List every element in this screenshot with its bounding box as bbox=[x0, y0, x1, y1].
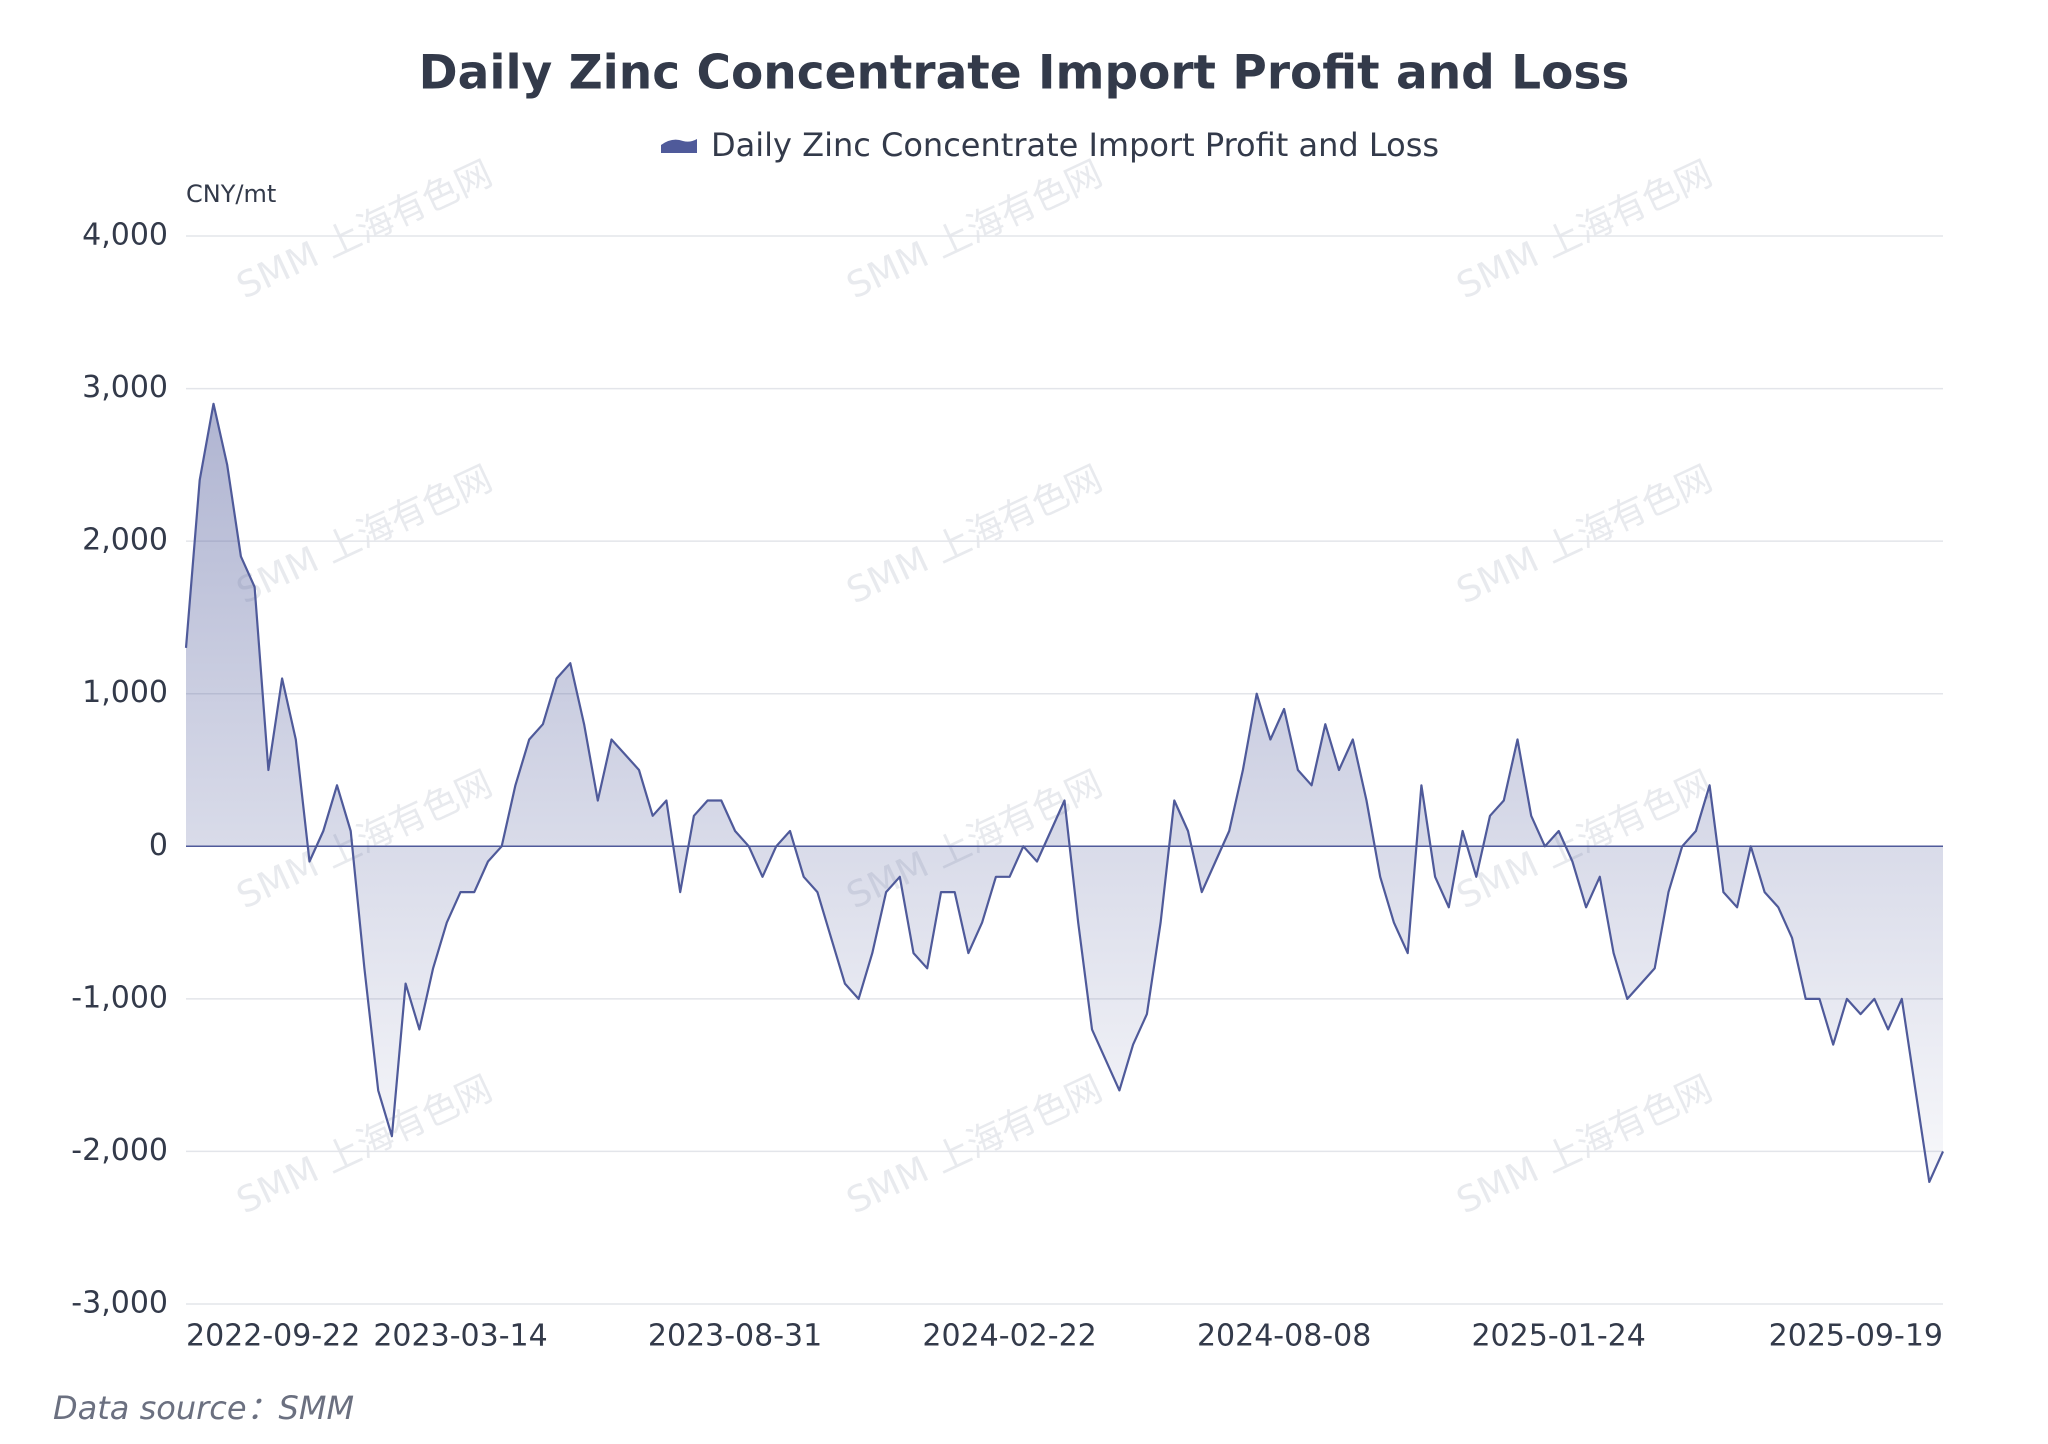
y-tick-label: 4,000 bbox=[82, 218, 168, 253]
data-source: Data source：SMM bbox=[53, 1389, 354, 1427]
x-tick-label: 2024-08-08 bbox=[1197, 1319, 1371, 1354]
watermark: SMM 上海有色网 bbox=[231, 1068, 499, 1222]
watermark: SMM 上海有色网 bbox=[841, 153, 1109, 307]
watermark: SMM 上海有色网 bbox=[841, 1068, 1109, 1222]
y-tick-label: -2,000 bbox=[71, 1133, 168, 1168]
y-tick-label: -3,000 bbox=[71, 1286, 168, 1321]
x-tick-label: 2024-02-22 bbox=[922, 1319, 1096, 1354]
watermark: SMM 上海有色网 bbox=[231, 458, 499, 612]
legend-icon bbox=[661, 139, 697, 153]
watermark: SMM 上海有色网 bbox=[1451, 1068, 1719, 1222]
watermarks: SMM 上海有色网 SMM 上海有色网 SMM 上海有色网 SMM 上海有色网 SMM … bbox=[231, 153, 1719, 1222]
y-tick-label: -1,000 bbox=[71, 980, 168, 1015]
line bbox=[184, 402, 1945, 1183]
watermark: SMM 上海有色网 bbox=[1451, 458, 1719, 612]
watermark: SMM 上海有色网 bbox=[841, 458, 1109, 612]
watermark: SMM 上海有色网 bbox=[231, 153, 499, 307]
y-tick-label: 2,000 bbox=[82, 523, 168, 558]
y-axis-label: CNY/mt bbox=[186, 180, 276, 208]
x-tick-label: 2025-09-19 bbox=[1769, 1319, 1943, 1354]
legend-label: Daily Zinc Concentrate Import Profit and… bbox=[711, 126, 1439, 164]
watermark: SMM 上海有色网 bbox=[1451, 153, 1719, 307]
x-tick-label: 2023-08-31 bbox=[648, 1319, 822, 1354]
x-tick-label: 2023-03-14 bbox=[373, 1319, 547, 1354]
y-tick-label: 1,000 bbox=[82, 675, 168, 710]
x-tick-label: 2022-09-22 bbox=[186, 1319, 360, 1354]
y-tick-label: 0 bbox=[149, 828, 168, 863]
area bbox=[186, 403, 1943, 1182]
chart-title: Daily Zinc Concentrate Import Profit and… bbox=[419, 46, 1630, 101]
x-tick-label: 2025-01-24 bbox=[1471, 1319, 1645, 1354]
y-tick-label: 3,000 bbox=[82, 370, 168, 405]
